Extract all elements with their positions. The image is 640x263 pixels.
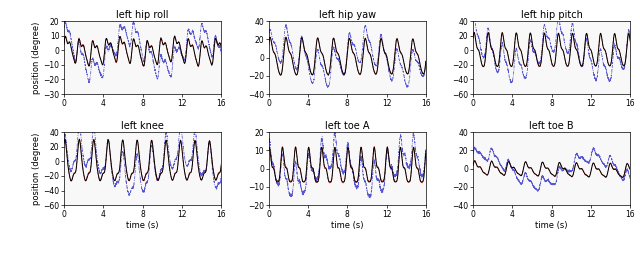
Title: left hip pitch: left hip pitch (521, 10, 582, 20)
X-axis label: time (s): time (s) (536, 221, 568, 230)
Y-axis label: position (degree): position (degree) (33, 21, 42, 94)
Title: left hip roll: left hip roll (116, 10, 169, 20)
Title: left hip yaw: left hip yaw (319, 10, 376, 20)
Title: left toe A: left toe A (325, 121, 369, 131)
Title: left toe B: left toe B (529, 121, 574, 131)
X-axis label: time (s): time (s) (331, 221, 364, 230)
X-axis label: time (s): time (s) (127, 221, 159, 230)
Y-axis label: position (degree): position (degree) (33, 133, 42, 205)
Title: left knee: left knee (121, 121, 164, 131)
